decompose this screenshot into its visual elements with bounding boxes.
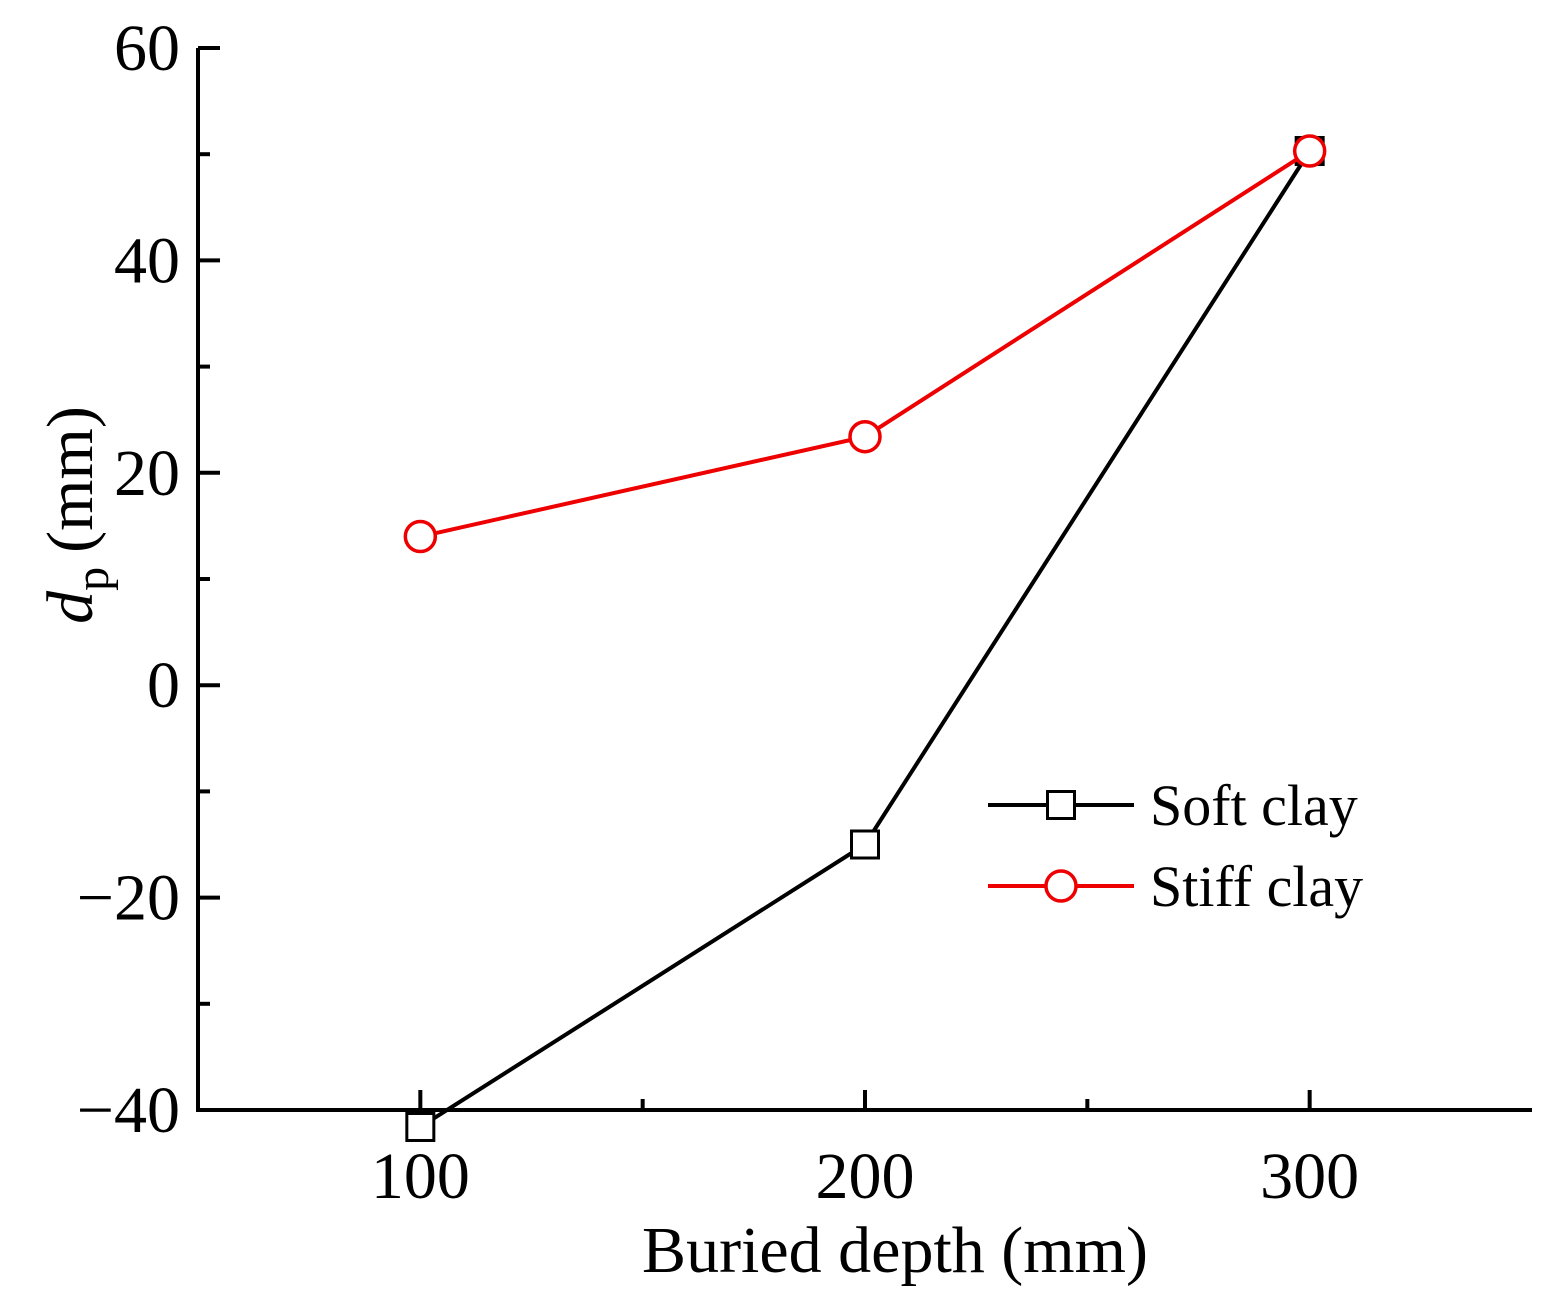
y-tick-label: 20: [114, 437, 180, 510]
y-axis-title: dp (mm): [34, 406, 119, 624]
axes: [196, 48, 1532, 1112]
legend-item: Stiff clay: [988, 854, 1363, 919]
series-line: [419, 149, 1312, 1129]
y-tick-label: 60: [114, 12, 180, 85]
legend-label: Soft clay: [1150, 773, 1358, 838]
y-axis-symbol: d: [34, 590, 107, 624]
series-line: [419, 149, 1311, 539]
series-stiff-clay: [403, 134, 1327, 554]
legend-marker: [1044, 869, 1078, 903]
legend-label: Stiff clay: [1150, 854, 1363, 919]
legend: Soft clay Stiff clay: [988, 773, 1363, 919]
x-tick-label: 300: [1260, 1140, 1359, 1213]
y-tick-label: −20: [77, 862, 180, 935]
series-soft-clay: [405, 136, 1325, 1142]
y-tick-label: 40: [114, 224, 180, 297]
y-tick-label: −40: [77, 1074, 180, 1147]
x-tick-label: 100: [371, 1140, 470, 1213]
x-tick-label: 200: [816, 1140, 915, 1213]
data-point: [1292, 134, 1327, 168]
ticks: −40 −20 0 20 40 60 100 200 300: [77, 12, 1359, 1213]
data-point: [850, 829, 880, 860]
legend-item: Soft clay: [988, 773, 1358, 838]
data-point: [405, 1111, 436, 1142]
data-point: [848, 419, 882, 454]
series-layer: [403, 134, 1327, 1142]
data-point: [403, 519, 438, 554]
y-tick-label: 0: [147, 649, 180, 722]
legend-marker: [1046, 790, 1076, 820]
x-axis-title: Buried depth (mm): [642, 1214, 1148, 1287]
y-axis-subscript: p: [66, 567, 119, 591]
y-axis-unit: (mm): [34, 406, 107, 553]
